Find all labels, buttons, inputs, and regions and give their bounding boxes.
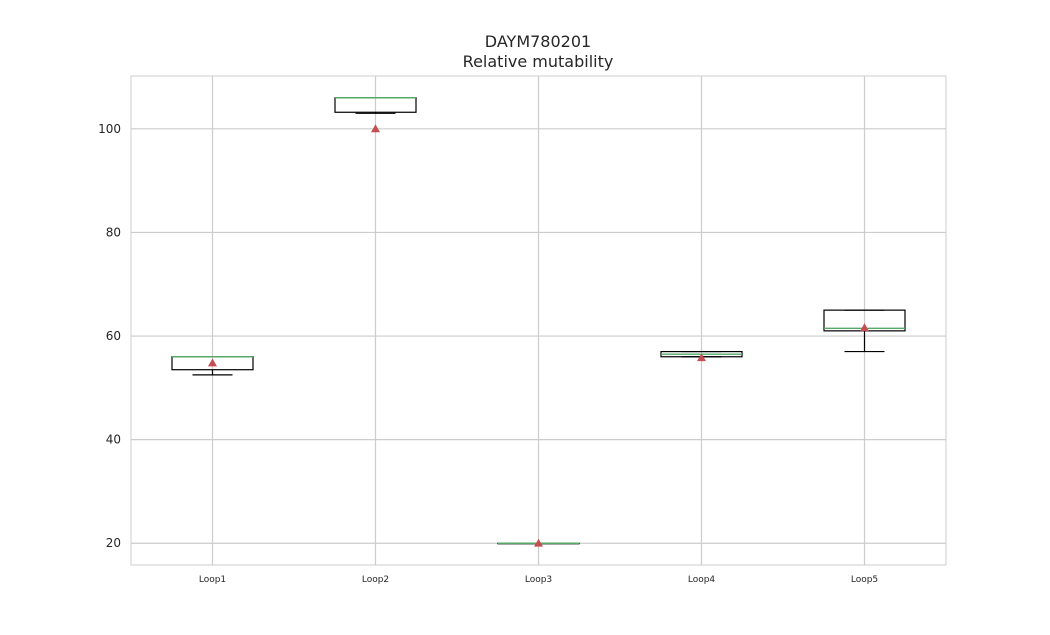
y-tick-label: 100 [98, 122, 121, 136]
x-tick-label: Loop3 [525, 575, 552, 585]
y-tick-label: 20 [106, 536, 121, 550]
mean-marker [534, 538, 543, 547]
y-tick-label: 40 [106, 433, 121, 447]
x-tick-label: Loop2 [362, 575, 389, 585]
box-loop4 [660, 350, 743, 362]
x-tick-label: Loop5 [851, 575, 878, 585]
boxes [171, 97, 906, 547]
mean-marker [371, 124, 380, 133]
tick-labels: 20 40 60 80 100 Loop1 Loop2 Loop3 Loop4 Loop5 [98, 122, 878, 585]
box-loop3 [497, 538, 580, 547]
grid [131, 76, 946, 565]
y-tick-label: 80 [106, 225, 121, 239]
box-loop1 [171, 356, 254, 376]
mean-marker [860, 323, 869, 332]
box-loop2 [334, 97, 417, 133]
y-tick-label: 60 [106, 329, 121, 343]
chart-title: DAYM780201 [485, 32, 591, 51]
mean-marker [697, 353, 706, 362]
x-tick-label: Loop1 [199, 575, 226, 585]
chart-subtitle: Relative mutability [463, 52, 614, 71]
box-loop5 [823, 309, 906, 353]
plot-frame [130, 75, 947, 566]
mean-marker [208, 358, 217, 367]
x-tick-label: Loop4 [688, 575, 716, 585]
